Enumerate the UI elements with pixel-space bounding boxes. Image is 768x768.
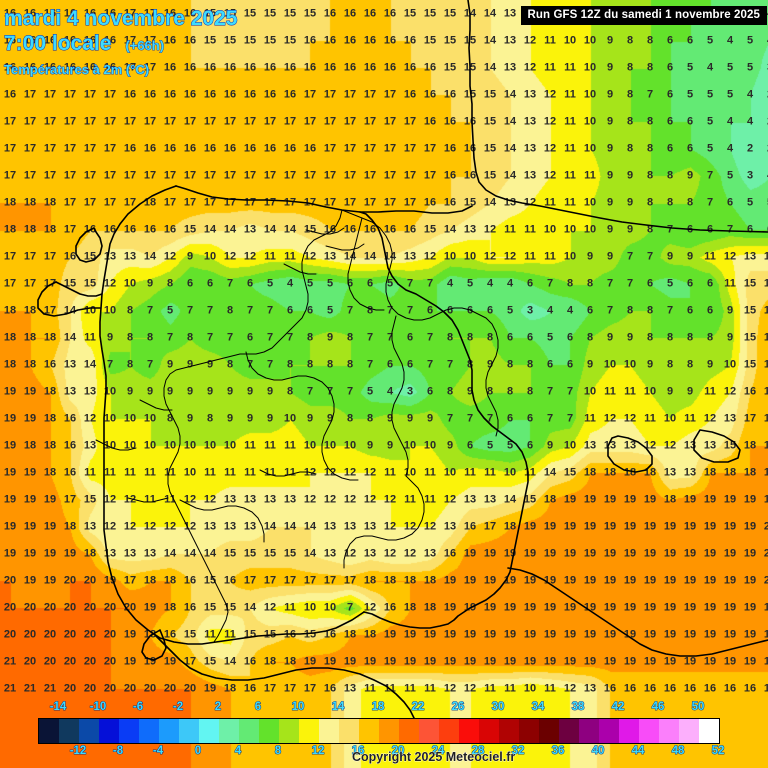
legend-tick-upper: 38 (571, 701, 585, 714)
legend-tick-upper: -6 (132, 701, 144, 714)
forecast-offset-label: (+66h) (125, 38, 165, 54)
copyright-notice: Copyright 2025 Meteociel.fr (352, 750, 516, 765)
legend-swatch[interactable] (139, 719, 159, 743)
legend-tick-lower: 48 (671, 745, 685, 758)
legend-tick-lower: 36 (551, 745, 565, 758)
legend-tick-lower: 24 (431, 745, 445, 758)
legend-tick-upper: 42 (611, 701, 625, 714)
legend-tick-lower: 20 (391, 745, 405, 758)
legend-swatch[interactable] (659, 719, 679, 743)
legend-tick-upper: 14 (331, 701, 345, 714)
parameter-label: Températures à 2m (°C) (4, 62, 150, 78)
legend-swatch[interactable] (679, 719, 699, 743)
legend-tick-lower: 8 (274, 745, 282, 758)
color-scale-legend: -14 -10 -6 -2 2 6 10 14 18 22 26 30 34 38 42 46 50 -12 -8-… (0, 700, 768, 768)
legend-swatch[interactable] (179, 719, 199, 743)
legend-swatch[interactable] (39, 719, 59, 743)
legend-tick-lower: -8 (112, 745, 124, 758)
legend-tick-lower: 16 (351, 745, 365, 758)
legend-tick-upper: 34 (531, 701, 545, 714)
legend-swatch[interactable] (359, 719, 379, 743)
legend-swatch[interactable] (479, 719, 499, 743)
legend-swatch[interactable] (119, 719, 139, 743)
legend-tick-upper: 30 (491, 701, 505, 714)
legend-swatch[interactable] (299, 719, 319, 743)
legend-swatch[interactable] (259, 719, 279, 743)
map-headline: mardi 4 novembre 2025 7:00 locale (+66h)… (4, 7, 238, 79)
legend-tick-upper: -2 (172, 701, 184, 714)
legend-swatch[interactable] (439, 719, 459, 743)
legend-tick-upper: -14 (49, 701, 67, 714)
legend-swatch[interactable] (99, 719, 119, 743)
legend-tick-upper: 22 (411, 701, 425, 714)
legend-swatch[interactable] (239, 719, 259, 743)
legend-tick-upper: 46 (651, 701, 665, 714)
legend-tick-lower: 52 (711, 745, 725, 758)
legend-tick-lower: 32 (511, 745, 525, 758)
legend-swatch[interactable] (159, 719, 179, 743)
legend-tick-upper: 18 (371, 701, 385, 714)
legend-swatch[interactable] (459, 719, 479, 743)
legend-swatch[interactable] (579, 719, 599, 743)
legend-tick-upper: 50 (691, 701, 705, 714)
legend-tick-upper: 2 (214, 701, 222, 714)
legend-swatch[interactable] (519, 719, 539, 743)
legend-swatch[interactable] (559, 719, 579, 743)
legend-swatch[interactable] (699, 719, 719, 743)
legend-tick-lower: 0 (194, 745, 202, 758)
legend-swatch-strip[interactable] (38, 718, 720, 744)
legend-swatch[interactable] (539, 719, 559, 743)
legend-tick-lower: 28 (471, 745, 485, 758)
forecast-time-label: 7:00 locale (4, 32, 112, 55)
legend-swatch[interactable] (219, 719, 239, 743)
legend-tick-upper: 10 (291, 701, 305, 714)
legend-swatch[interactable] (399, 719, 419, 743)
legend-swatch[interactable] (379, 719, 399, 743)
legend-swatch[interactable] (319, 719, 339, 743)
legend-tick-lower: 40 (591, 745, 605, 758)
legend-swatch[interactable] (499, 719, 519, 743)
legend-swatch[interactable] (599, 719, 619, 743)
legend-tick-lower: -4 (152, 745, 164, 758)
legend-tick-upper: 26 (451, 701, 465, 714)
legend-tick-lower: 12 (311, 745, 325, 758)
forecast-date-label: mardi 4 novembre 2025 (4, 7, 238, 30)
legend-swatch[interactable] (59, 719, 79, 743)
model-run-banner: Run GFS 12Z du samedi 1 novembre 2025 (520, 6, 767, 25)
legend-swatch[interactable] (619, 719, 639, 743)
legend-swatch[interactable] (419, 719, 439, 743)
legend-swatch[interactable] (639, 719, 659, 743)
legend-swatch[interactable] (199, 719, 219, 743)
legend-tick-lower: -12 (69, 745, 87, 758)
legend-swatch[interactable] (339, 719, 359, 743)
legend-swatch[interactable] (79, 719, 99, 743)
legend-tick-lower: 4 (234, 745, 242, 758)
legend-tick-upper: -10 (89, 701, 107, 714)
legend-tick-upper: 6 (254, 701, 262, 714)
legend-tick-lower: 44 (631, 745, 645, 758)
legend-swatch[interactable] (279, 719, 299, 743)
